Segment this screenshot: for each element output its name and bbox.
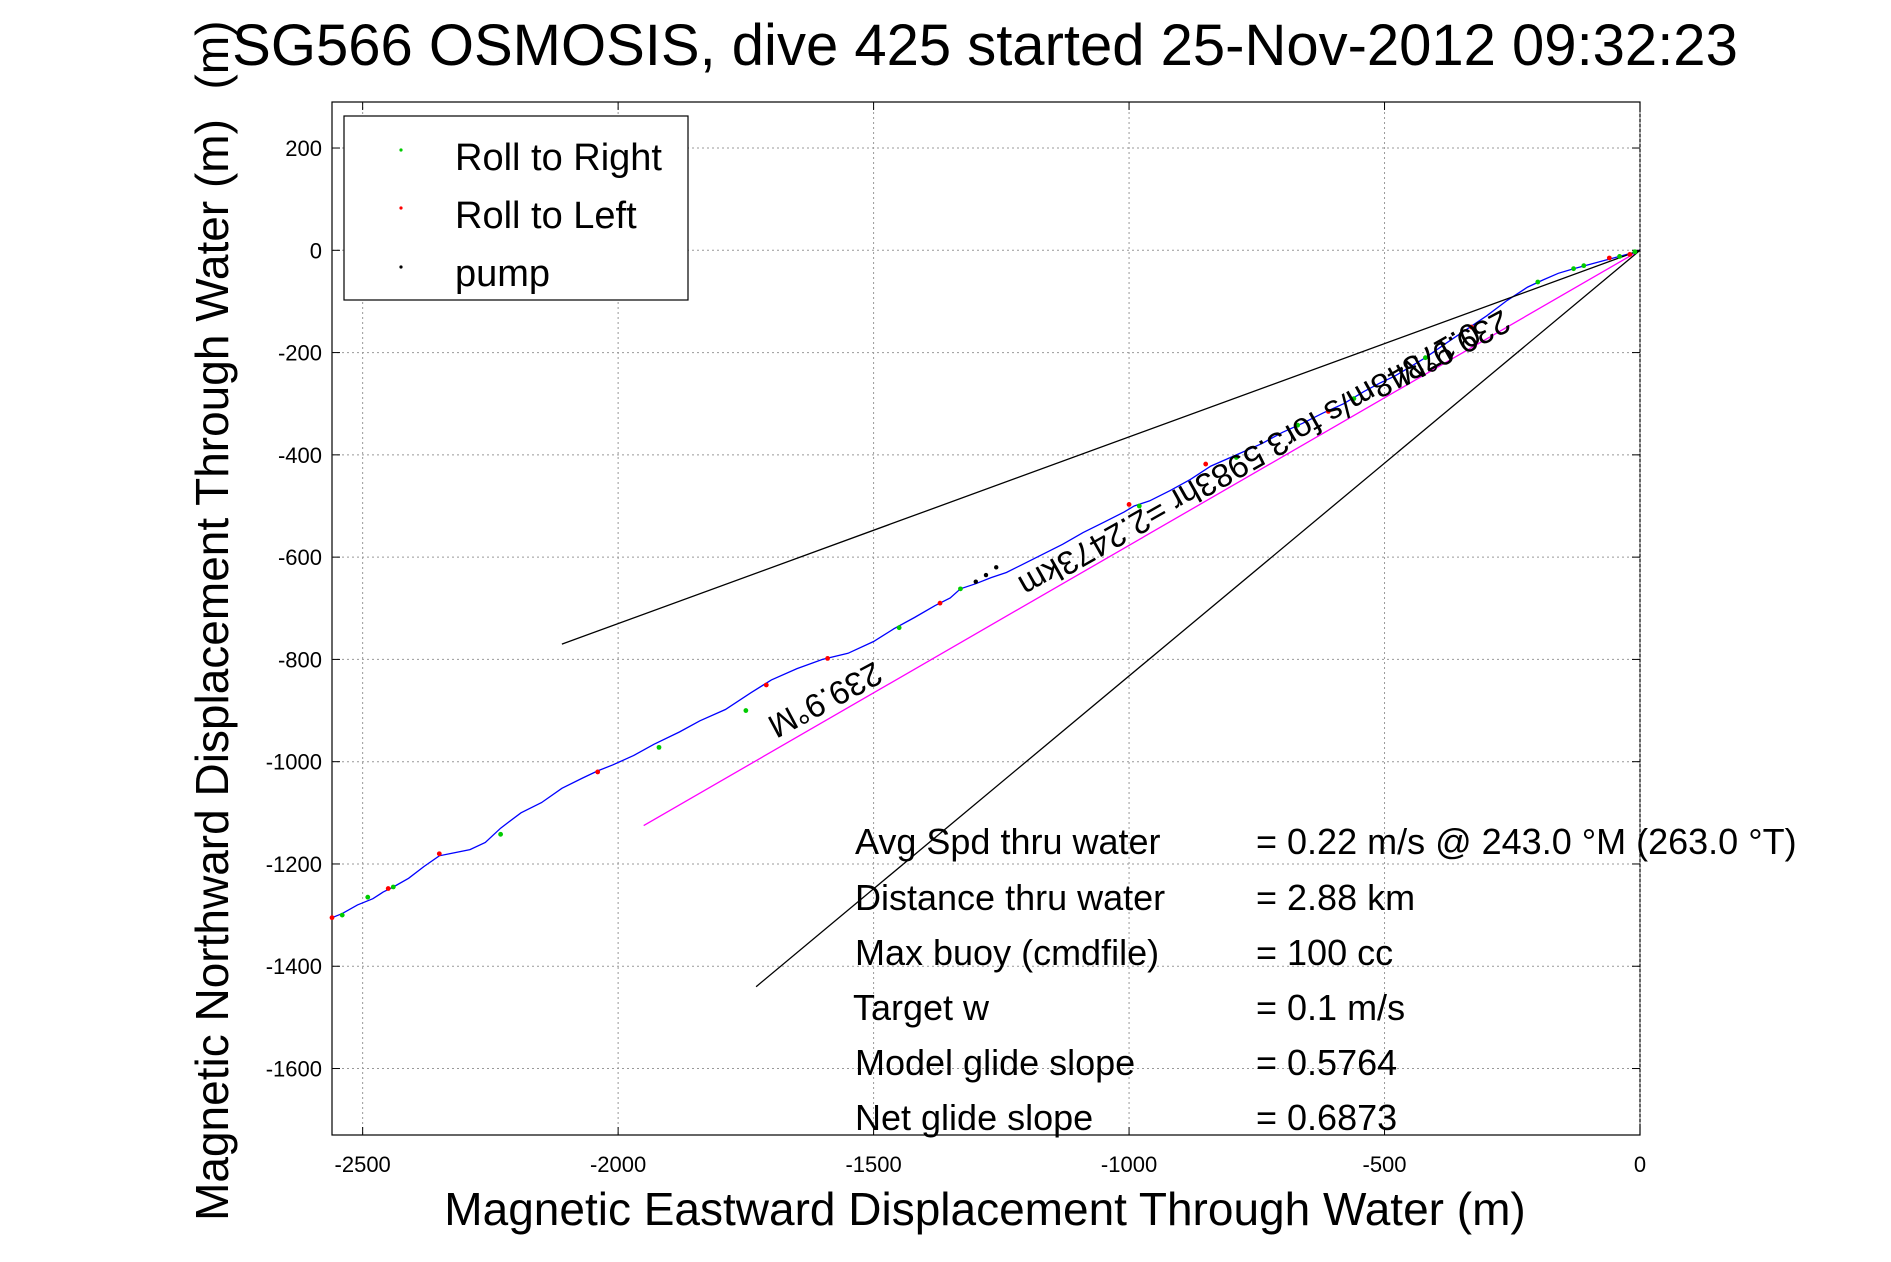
stat-value-distance: = 2.88 km	[1256, 877, 1415, 918]
marker-roll-right	[1581, 263, 1587, 269]
stat-label-net-glide: Net glide slope	[855, 1097, 1093, 1138]
y-tick-label: -600	[278, 545, 322, 570]
y-tick-label: -400	[278, 443, 322, 468]
stats-block: Avg Spd thru water = 0.22 m/s @ 243.0 °M…	[853, 821, 1797, 1138]
series-group	[331, 249, 1641, 988]
marker-roll-right	[1535, 279, 1541, 285]
marker-roll-left	[385, 886, 391, 891]
stat-label-model-glide: Model glide slope	[855, 1042, 1135, 1083]
marker-roll-right	[958, 586, 963, 592]
marker-pump	[973, 579, 978, 584]
y-tick-label: -1000	[266, 750, 322, 775]
marker-roll-right	[1351, 396, 1357, 402]
x-tick-label: -1500	[845, 1152, 901, 1177]
marker-roll-left	[937, 600, 943, 606]
y-tick-label: -1200	[266, 852, 322, 877]
marker-roll-left	[825, 655, 831, 661]
y-tick-label: 0	[310, 238, 322, 263]
x-tick-label: -2500	[335, 1152, 391, 1177]
series-track	[331, 249, 1641, 919]
markers-group	[329, 249, 1638, 921]
y-tick-label: -1400	[266, 954, 322, 979]
legend-label-pump: pump	[455, 253, 550, 295]
marker-roll-left	[436, 851, 442, 857]
marker-roll-right	[390, 884, 396, 890]
marker-roll-right	[656, 744, 662, 750]
x-axis-label: Magnetic Eastward Displacement Through W…	[444, 1183, 1525, 1235]
marker-roll-right	[1423, 355, 1428, 361]
marker-roll-left	[1627, 251, 1633, 257]
marker-roll-left	[595, 769, 601, 775]
marker-roll-left	[1203, 461, 1209, 467]
stat-value-target-w: = 0.1 m/s	[1256, 987, 1405, 1028]
y-tick-label: 200	[285, 136, 322, 161]
series-heading-fan	[561, 249, 1641, 645]
legend-swatch-pump	[399, 265, 403, 269]
legend-label-right: Roll to Right	[455, 137, 662, 179]
stat-label-target-w: Target w	[853, 987, 990, 1028]
marker-pump	[983, 572, 989, 578]
legend-swatch-left	[399, 206, 403, 210]
legend-swatch-right	[399, 148, 403, 152]
x-tick-label: -1000	[1101, 1152, 1157, 1177]
stat-label-avg-speed: Avg Spd thru water	[855, 821, 1161, 862]
y-tick-label: -1600	[266, 1057, 322, 1082]
legend-label-left: Roll to Left	[455, 195, 637, 237]
grid	[332, 102, 1641, 1135]
marker-roll-right	[896, 625, 902, 631]
marker-roll-right	[1617, 254, 1622, 259]
x-axis: -2500 -2000 -1500 -1000 -500 0	[335, 102, 1646, 1177]
marker-roll-left	[1606, 255, 1612, 261]
x-tick-label: 0	[1634, 1152, 1646, 1177]
y-tick-label: -800	[278, 647, 322, 672]
y-axis: 200 0 -200 -400 -600 -800 -1000 -1200 -1400 -1600	[266, 136, 1640, 1082]
stat-label-max-buoy: Max buoy (cmdfile)	[855, 932, 1159, 973]
x-tick-label: -500	[1363, 1152, 1407, 1177]
marker-roll-right	[1295, 422, 1301, 428]
marker-roll-right	[365, 894, 371, 900]
stat-value-net-glide: = 0.6873	[1256, 1097, 1397, 1138]
stat-value-max-buoy: = 100 cc	[1256, 932, 1393, 973]
stat-value-avg-speed: = 0.22 m/s @ 243.0 °M (263.0 °T)	[1256, 821, 1797, 862]
series-heading-fan	[755, 249, 1641, 988]
marker-roll-left	[1126, 502, 1132, 507]
chart-title: SG566 OSMOSIS, dive 425 started 25-Nov-2…	[232, 13, 1738, 78]
marker-roll-right	[1233, 455, 1239, 460]
marker-roll-right	[1136, 503, 1142, 509]
marker-pump	[994, 565, 999, 570]
marker-roll-left	[1468, 324, 1474, 330]
marker-roll-right	[1632, 249, 1638, 255]
series-net-displacement	[643, 249, 1641, 827]
marker-roll-left	[1325, 408, 1331, 414]
marker-roll-right	[1571, 266, 1576, 272]
legend: Roll to Right Roll to Left pump	[343, 115, 689, 301]
marker-roll-left	[329, 915, 335, 921]
y-tick-label: -200	[278, 341, 322, 366]
stat-value-model-glide: = 0.5764	[1256, 1042, 1397, 1083]
marker-roll-right	[339, 912, 345, 918]
marker-roll-right	[498, 831, 504, 837]
stat-label-distance: Distance thru water	[855, 877, 1165, 918]
marker-roll-left	[763, 682, 769, 688]
y-axis-label-overflow: (m)	[186, 21, 238, 90]
y-axis-label: Magnetic Northward Displacement Through …	[186, 119, 238, 1221]
x-tick-label: -2000	[590, 1152, 646, 1177]
marker-roll-right	[743, 708, 749, 713]
